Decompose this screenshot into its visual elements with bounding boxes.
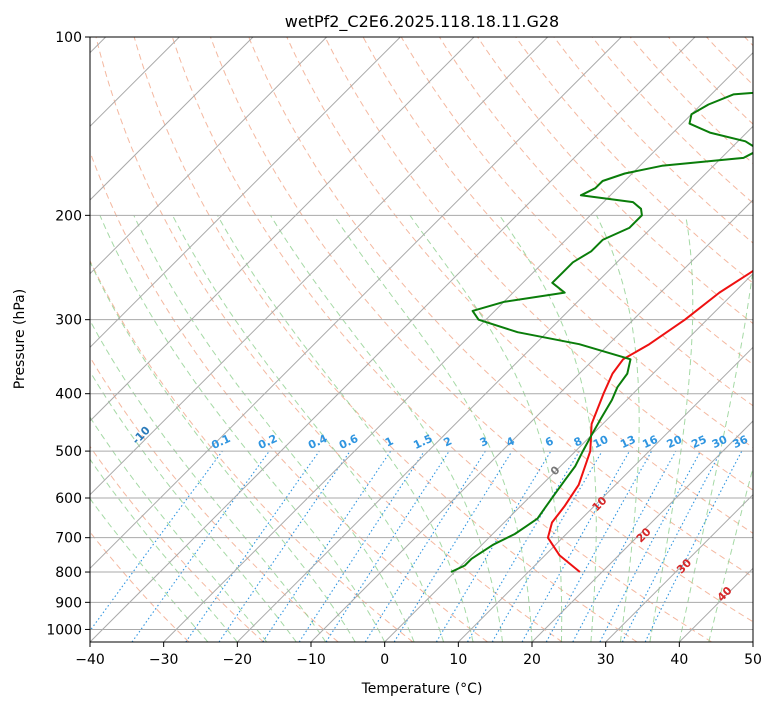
mixing-ratio-label: 30 — [710, 433, 730, 451]
plot-frame — [89, 36, 754, 643]
isotherm-line — [236, 125, 753, 642]
isotherm-line — [90, 37, 328, 275]
mixing-ratio-line — [572, 450, 677, 642]
chart-title: wetPf2_C2E6.2025.118.18.11.G28 — [285, 12, 559, 32]
mixing-ratio-line — [325, 450, 450, 642]
mixing-ratio-line — [364, 450, 486, 642]
y-tick-label: 600 — [55, 491, 82, 507]
x-tick-label: −30 — [149, 652, 179, 668]
x-axis-title: Temperature (°C) — [361, 681, 483, 697]
moist-adiabat-line — [270, 215, 503, 642]
x-tick-label: 40 — [670, 652, 688, 668]
dry-adiabat-line — [133, 37, 638, 642]
moist-adiabat-line — [649, 215, 694, 642]
mixing-ratio-line — [218, 450, 351, 642]
mixing-ratio-label: 25 — [689, 433, 708, 451]
y-tick-label: 700 — [55, 531, 82, 547]
moist-adiabat-line — [333, 215, 533, 642]
profile-series — [450, 91, 753, 573]
dry-adiabat-line — [210, 37, 753, 623]
isotherm-line — [310, 199, 753, 642]
mixing-ratio-line — [435, 450, 552, 642]
isotherm-grid — [90, 37, 753, 642]
moist-adiabat-line — [90, 370, 297, 642]
mixing-ratio-line — [467, 450, 580, 642]
isotherm-line — [90, 37, 475, 422]
dry-adiabat-line — [591, 37, 753, 204]
temperature-line — [546, 269, 753, 573]
moist-adiabat-line — [409, 215, 563, 642]
dry-adiabat-line — [171, 37, 712, 642]
y-tick-label: 100 — [55, 30, 82, 46]
y-tick-label: 1000 — [46, 622, 82, 638]
x-tick-label: 50 — [744, 652, 762, 668]
isotherm-line — [90, 37, 622, 570]
mixing-ratio-line — [393, 450, 513, 642]
mixing-ratio-line — [521, 450, 630, 642]
dry-adiabat-line — [324, 37, 753, 491]
isotherm-line — [90, 37, 549, 496]
mixing-ratio-label: 36 — [731, 433, 751, 451]
mixing-ratio-line — [90, 450, 223, 632]
x-tick-label: 30 — [597, 652, 615, 668]
moist-adiabat-line — [596, 215, 640, 642]
mixing-ratio-label: 10 — [591, 433, 611, 451]
dry-adiabat-line — [515, 37, 753, 284]
dry-adiabat-line — [400, 37, 753, 407]
moist-adiabat-line — [90, 416, 268, 642]
y-tick-label: 200 — [55, 208, 82, 224]
x-tick-label: −40 — [75, 652, 105, 668]
mixing-ratio-line — [185, 450, 320, 642]
mixing-ratio-label: 20 — [665, 433, 685, 451]
mixing-ratio-label: 13 — [618, 433, 637, 451]
x-tick-label: 20 — [523, 652, 541, 668]
moist-adiabat-line — [133, 215, 415, 642]
isotherm-line — [90, 37, 254, 201]
dewpoint-line — [450, 91, 753, 573]
moist-adiabat-line — [90, 497, 209, 642]
isotherm-line — [90, 37, 696, 642]
x-tick-label: −10 — [296, 652, 326, 668]
moist-adiabat-line — [99, 215, 386, 642]
moist-adiabat-line — [678, 265, 753, 642]
y-axis-title: Pressure (hPa) — [12, 289, 28, 389]
isotherm-line — [384, 272, 753, 642]
y-tick-label: 400 — [55, 387, 82, 403]
dry-adiabat-line — [477, 37, 753, 325]
mixing-ratio-line — [131, 450, 270, 642]
y-tick-label: 500 — [55, 444, 82, 460]
y-tick-label: 300 — [55, 313, 82, 329]
isotherm-line — [163, 51, 753, 642]
y-tick-label: 900 — [55, 595, 82, 611]
moist-adiabat-line — [90, 260, 356, 642]
mixing-ratio-line — [491, 450, 603, 642]
dry-adiabat-line — [90, 259, 414, 642]
moist-adiabat-line — [90, 319, 327, 642]
x-tick-label: 0 — [380, 652, 389, 668]
moist-adiabat-line — [217, 215, 474, 642]
isotherm-line — [90, 37, 401, 349]
moist-adiabat-line — [172, 215, 445, 642]
moist-adiabat-line — [90, 458, 238, 642]
dry-adiabat-line — [248, 37, 753, 578]
dry-adiabat-line — [629, 37, 753, 165]
dry-adiabat-line — [95, 37, 563, 642]
isotherm-line — [531, 420, 753, 642]
isotherm-line — [457, 346, 753, 642]
isotherm-line — [605, 493, 753, 642]
x-tick-label: −20 — [223, 652, 253, 668]
dry-adiabat-line — [90, 445, 264, 642]
y-tick-label: 800 — [55, 565, 82, 581]
x-tick-label: 10 — [449, 652, 467, 668]
mixing-ratio-label: 16 — [640, 433, 660, 451]
